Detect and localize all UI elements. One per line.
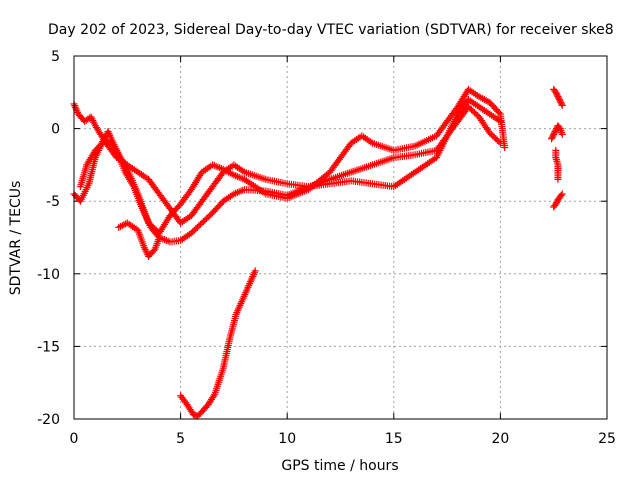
- x-tick-label: 5: [176, 431, 185, 447]
- grid-layer: [74, 56, 607, 419]
- y-tick-label: -10: [37, 267, 60, 283]
- series-arc-i: [550, 190, 566, 211]
- y-tick-label: 0: [51, 122, 60, 138]
- y-tick-label: 5: [51, 49, 60, 65]
- data-layer: [70, 85, 566, 420]
- series-arc-c: [76, 85, 509, 237]
- x-axis-label: GPS time / hours: [281, 458, 398, 474]
- x-tick-label: 0: [70, 431, 79, 447]
- data-point: [495, 109, 503, 117]
- data-point: [155, 234, 163, 241]
- data-point: [71, 102, 79, 110]
- series-arc-f: [550, 85, 566, 109]
- data-point: [554, 175, 562, 183]
- data-point: [558, 100, 566, 108]
- y-tick-label: -15: [37, 339, 60, 355]
- data-point: [557, 191, 565, 199]
- x-tick-label: 20: [491, 431, 509, 447]
- data-point: [558, 190, 566, 198]
- series-arc-h: [552, 146, 562, 183]
- data-point: [251, 267, 259, 275]
- x-tick-label: 10: [278, 431, 296, 447]
- x-tick-label: 25: [598, 431, 616, 447]
- y-axis-label: SDTVAR / TECUs: [8, 181, 24, 296]
- data-point: [501, 143, 509, 151]
- data-point: [73, 107, 81, 115]
- chart-title: Day 202 of 2023, Sidereal Day-to-day VTE…: [48, 22, 614, 38]
- y-tick-label: -20: [37, 412, 60, 428]
- tick-labels: 0 5 10 15 20 25 -20 -15 -10 -5 0 5: [37, 49, 616, 447]
- y-tick-label: -5: [46, 194, 60, 210]
- axis-layer: [73, 55, 608, 420]
- series-arc-a: [70, 103, 504, 246]
- x-tick-label: 15: [385, 431, 403, 447]
- series-arc-g: [548, 122, 566, 143]
- series-arc-e: [177, 267, 259, 420]
- data-point: [71, 103, 79, 111]
- series-arc-d: [115, 219, 163, 260]
- data-point: [558, 101, 566, 109]
- plot-frame: [73, 55, 608, 420]
- data-point: [558, 130, 566, 138]
- data-point: [210, 392, 218, 400]
